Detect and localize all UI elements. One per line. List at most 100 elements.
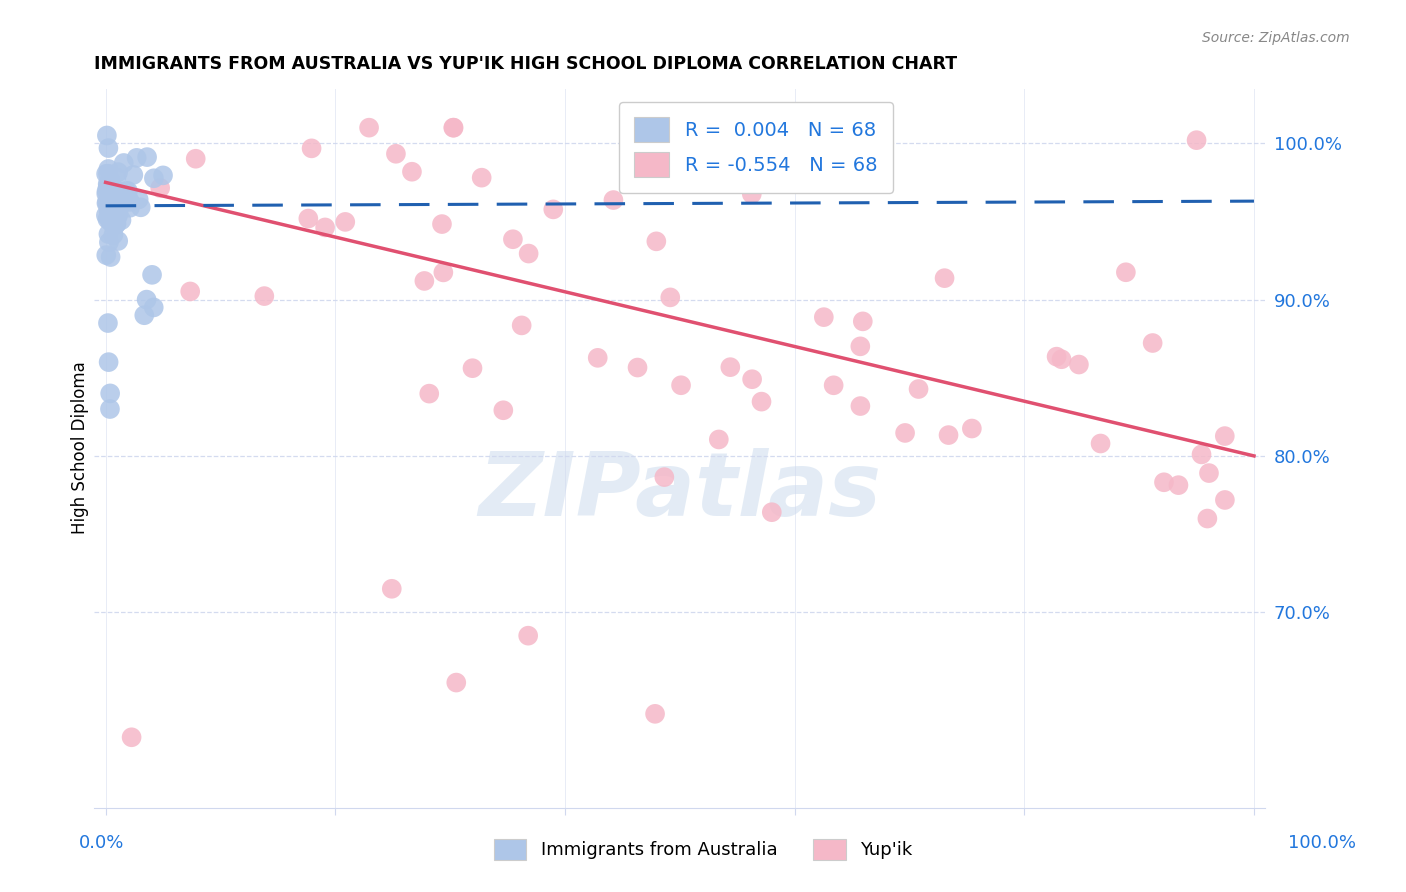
Point bbox=[97, 227, 120, 241]
Point bbox=[644, 173, 666, 187]
Point bbox=[98, 214, 121, 228]
Point bbox=[432, 265, 454, 279]
Point bbox=[97, 179, 120, 194]
Point bbox=[1167, 478, 1189, 492]
Point bbox=[103, 227, 125, 242]
Point bbox=[120, 194, 142, 209]
Point bbox=[1185, 133, 1208, 147]
Point bbox=[718, 143, 741, 157]
Point bbox=[894, 425, 917, 440]
Point bbox=[1197, 511, 1219, 525]
Point bbox=[297, 211, 319, 226]
Point bbox=[129, 200, 152, 214]
Point bbox=[112, 156, 135, 170]
Point bbox=[741, 372, 763, 386]
Point bbox=[107, 206, 129, 220]
Point bbox=[142, 171, 165, 186]
Point bbox=[96, 195, 118, 210]
Point bbox=[1115, 265, 1137, 279]
Point bbox=[121, 731, 143, 745]
Point bbox=[97, 203, 120, 218]
Point bbox=[98, 386, 121, 401]
Point bbox=[100, 200, 122, 214]
Point bbox=[142, 301, 165, 315]
Point bbox=[115, 189, 138, 203]
Point bbox=[446, 675, 468, 690]
Point bbox=[128, 193, 150, 207]
Point bbox=[644, 706, 666, 721]
Point bbox=[105, 171, 128, 186]
Point bbox=[907, 382, 929, 396]
Point bbox=[125, 151, 148, 165]
Point bbox=[510, 318, 533, 333]
Point bbox=[115, 184, 138, 198]
Point bbox=[97, 235, 120, 250]
Point bbox=[718, 360, 741, 375]
Point bbox=[813, 310, 835, 325]
Point bbox=[602, 193, 624, 207]
Point bbox=[761, 505, 783, 519]
Point bbox=[104, 186, 127, 201]
Point bbox=[107, 209, 129, 223]
Point bbox=[97, 316, 120, 330]
Point bbox=[385, 146, 408, 161]
Point bbox=[103, 199, 125, 213]
Point bbox=[98, 192, 121, 206]
Point bbox=[502, 232, 524, 246]
Point bbox=[107, 234, 129, 248]
Point bbox=[586, 351, 609, 365]
Point bbox=[98, 402, 121, 417]
Point bbox=[136, 150, 159, 164]
Point bbox=[104, 191, 127, 205]
Point bbox=[110, 213, 132, 227]
Point bbox=[849, 399, 872, 413]
Point bbox=[669, 378, 692, 392]
Point bbox=[852, 314, 875, 328]
Point bbox=[152, 169, 174, 183]
Point bbox=[1213, 429, 1236, 443]
Point bbox=[413, 274, 436, 288]
Point bbox=[107, 165, 129, 179]
Point bbox=[107, 194, 129, 208]
Point bbox=[96, 196, 118, 211]
Point bbox=[135, 293, 157, 307]
Point bbox=[107, 203, 129, 218]
Point bbox=[141, 268, 163, 282]
Legend: Immigrants from Australia, Yup'ik: Immigrants from Australia, Yup'ik bbox=[486, 831, 920, 867]
Point bbox=[97, 355, 120, 369]
Point bbox=[492, 403, 515, 417]
Point bbox=[149, 181, 172, 195]
Point bbox=[97, 199, 120, 213]
Point bbox=[849, 339, 872, 353]
Point bbox=[1191, 447, 1213, 461]
Point bbox=[111, 196, 134, 211]
Point bbox=[134, 308, 156, 322]
Point bbox=[110, 185, 132, 199]
Point bbox=[1198, 466, 1220, 480]
Point bbox=[659, 290, 682, 304]
Point bbox=[823, 378, 845, 392]
Text: 0.0%: 0.0% bbox=[79, 834, 124, 852]
Text: IMMIGRANTS FROM AUSTRALIA VS YUP'IK HIGH SCHOOL DIPLOMA CORRELATION CHART: IMMIGRANTS FROM AUSTRALIA VS YUP'IK HIGH… bbox=[94, 55, 957, 73]
Y-axis label: High School Diploma: High School Diploma bbox=[72, 362, 89, 534]
Point bbox=[97, 141, 120, 155]
Point bbox=[517, 629, 540, 643]
Point bbox=[100, 173, 122, 187]
Point bbox=[94, 167, 117, 181]
Point bbox=[100, 186, 122, 200]
Point bbox=[418, 386, 440, 401]
Point bbox=[381, 582, 404, 596]
Point bbox=[741, 186, 763, 201]
Point bbox=[1213, 492, 1236, 507]
Point bbox=[105, 217, 128, 231]
Point bbox=[471, 170, 494, 185]
Point bbox=[117, 184, 139, 198]
Point bbox=[517, 246, 540, 260]
Point bbox=[96, 186, 118, 201]
Point bbox=[104, 183, 127, 197]
Text: 100.0%: 100.0% bbox=[1288, 834, 1355, 852]
Point bbox=[96, 212, 118, 227]
Point bbox=[253, 289, 276, 303]
Point bbox=[1050, 352, 1073, 367]
Point bbox=[122, 168, 145, 182]
